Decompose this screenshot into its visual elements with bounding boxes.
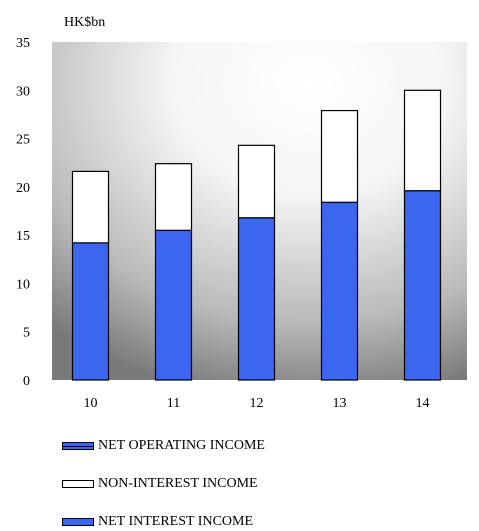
bar-net-interest-income-13 [320, 201, 359, 381]
x-axis-ticks: 10 11 12 13 14 [84, 396, 430, 411]
bar-net-interest-income-12 [237, 217, 276, 381]
legend-label-non-interest-income: NON-INTEREST INCOME [98, 476, 258, 491]
bars [71, 89, 442, 381]
bar-non-interest-income-14 [403, 89, 442, 192]
legend-swatch-non-interest-income [62, 480, 94, 488]
bar-net-interest-income-10 [71, 242, 110, 381]
y-tick-label-30: 30 [16, 84, 30, 99]
y-tick-label-15: 15 [16, 229, 30, 244]
bar-non-interest-income-11 [154, 163, 193, 231]
bar-net-interest-income-14 [403, 190, 442, 381]
x-tick-label-13: 13 [333, 396, 347, 411]
bar-non-interest-income-10 [71, 170, 110, 244]
y-tick-label-0: 0 [23, 374, 30, 389]
bar-net-interest-income-11 [154, 229, 193, 381]
legend-swatch-net-interest-income [62, 518, 94, 526]
x-tick-label-12: 12 [250, 396, 264, 411]
y-tick-label-5: 5 [23, 326, 30, 341]
legend-item-net-interest-income: NET INTEREST INCOME [62, 514, 462, 531]
y-axis-ticks: 0 5 10 15 20 25 30 35 [16, 36, 30, 389]
x-tick-label-11: 11 [167, 396, 180, 411]
legend-item-non-interest-income: NON-INTEREST INCOME [62, 476, 462, 496]
legend-item-net-operating-income: NET OPERATING INCOME [62, 438, 462, 458]
legend-swatch-net-operating-income [62, 442, 94, 450]
y-tick-label-25: 25 [16, 133, 30, 148]
legend-label-net-operating-income: NET OPERATING INCOME [98, 438, 265, 453]
x-tick-label-10: 10 [84, 396, 98, 411]
y-tick-label-35: 35 [16, 36, 30, 51]
y-tick-label-10: 10 [16, 277, 30, 292]
x-tick-label-14: 14 [416, 396, 430, 411]
bar-non-interest-income-12 [237, 144, 276, 219]
y-tick-label-20: 20 [16, 181, 30, 196]
legend-label-net-interest-income: NET INTEREST INCOME [98, 514, 254, 529]
legend: NET OPERATING INCOME NON-INTEREST INCOME… [62, 438, 462, 531]
unit-label: HK$bn [64, 15, 105, 30]
bar-non-interest-income-13 [320, 109, 359, 203]
